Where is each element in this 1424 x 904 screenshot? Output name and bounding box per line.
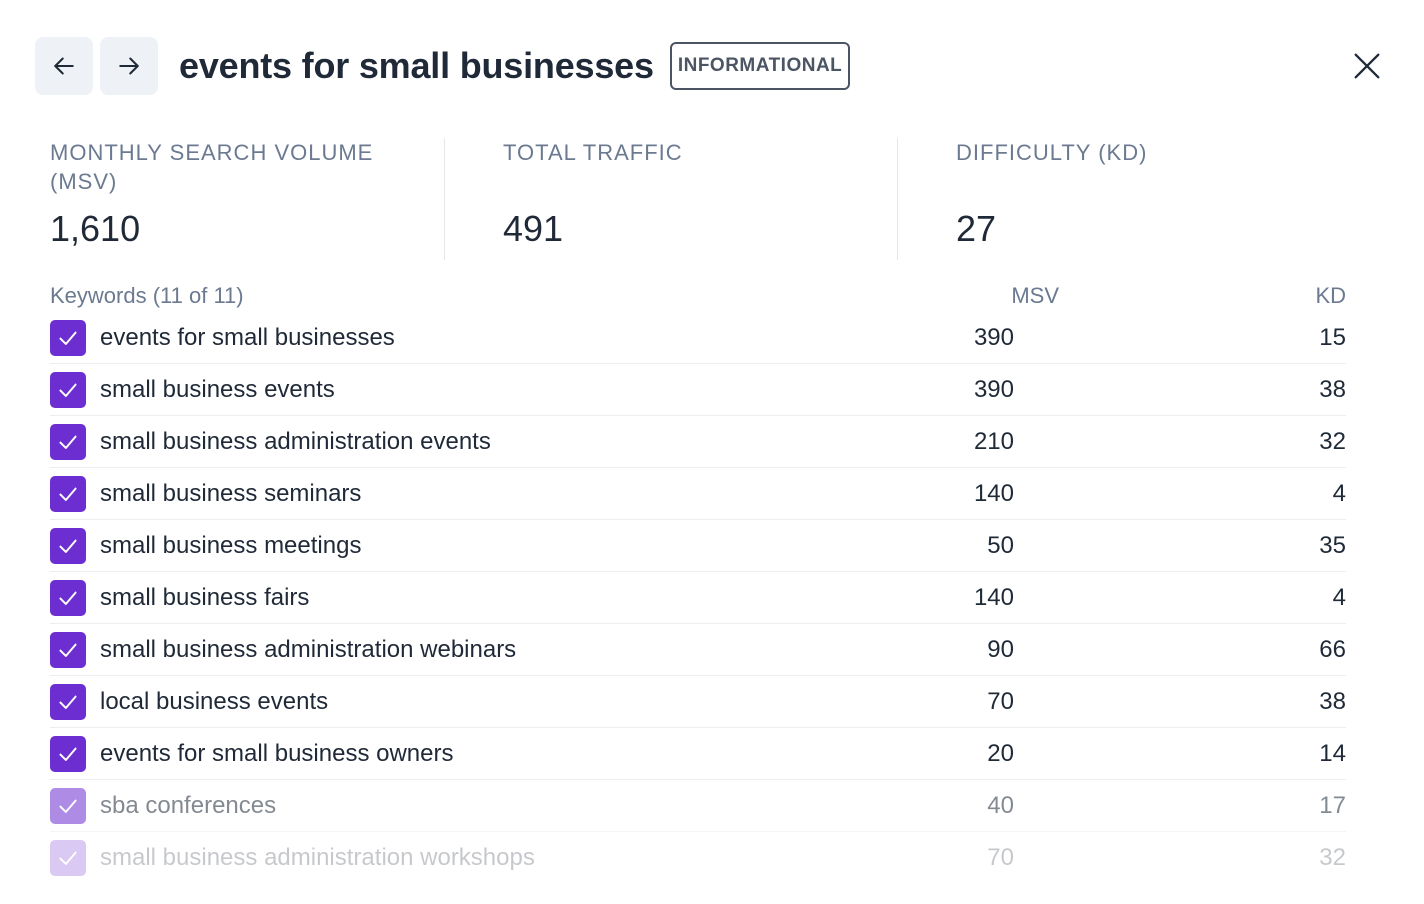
- kd-value: 38: [1319, 375, 1346, 403]
- msv-value: 90: [987, 635, 1014, 663]
- msv-column-header: MSV: [1011, 283, 1059, 308]
- check-icon: [59, 591, 77, 605]
- keyword-checkbox[interactable]: [50, 839, 86, 876]
- msv-value: 390: [973, 375, 1014, 403]
- keyword-checkbox[interactable]: [50, 475, 86, 512]
- check-icon: [59, 487, 77, 501]
- arrow-right-icon: [119, 57, 139, 75]
- table-row: small business meetings 50 35: [50, 520, 1346, 572]
- kd-value: 32: [1319, 427, 1346, 455]
- keyword-text: small business administration webinars: [100, 635, 517, 663]
- check-icon: [59, 799, 77, 813]
- table-row: small business seminars 140 4: [50, 468, 1346, 520]
- check-icon: [59, 539, 77, 553]
- table-row: small business administration workshops 7…: [50, 832, 1346, 883]
- back-button[interactable]: [35, 37, 93, 95]
- kd-value: 14: [1319, 739, 1346, 767]
- kd-column-header: KD: [1315, 283, 1346, 308]
- keyword-checkbox[interactable]: [50, 735, 86, 772]
- metric-label: MONTHLY SEARCH VOLUME (MSV): [50, 140, 374, 194]
- metric-difficulty: DIFFICULTY (KD) 27: [897, 138, 1350, 260]
- table-row: sba conferences 40 17: [50, 780, 1346, 832]
- keyword-checkbox[interactable]: [50, 787, 86, 824]
- table-row: small business fairs 140 4: [50, 572, 1346, 624]
- table-row: small business administration events 210 3…: [50, 416, 1346, 468]
- table-row: small business administration webinars 90…: [50, 624, 1346, 676]
- keyword-checkbox[interactable]: [50, 631, 86, 668]
- msv-value: 390: [973, 323, 1014, 351]
- msv-value: 210: [973, 427, 1014, 455]
- keyword-text: small business seminars: [100, 479, 362, 507]
- msv-value: 50: [987, 531, 1014, 559]
- check-icon: [59, 747, 77, 761]
- check-icon: [59, 643, 77, 657]
- kd-value: 15: [1319, 323, 1346, 351]
- metrics-panel: MONTHLY SEARCH VOLUME (MSV) 1,610 TOTAL …: [50, 138, 1350, 260]
- keyword-text: small business administration workshops: [100, 843, 535, 871]
- keyword-text: small business fairs: [100, 583, 310, 611]
- kd-value: 4: [1332, 583, 1346, 611]
- msv-value: 140: [973, 479, 1014, 507]
- keyword-rows: events for small businesses 390 15 small bu…: [50, 312, 1346, 883]
- kd-value: 17: [1319, 791, 1346, 819]
- forward-button[interactable]: [100, 37, 158, 95]
- table-row: small business events 390 38: [50, 364, 1346, 416]
- check-icon: [59, 695, 77, 709]
- metric-traffic: TOTAL TRAFFIC 491: [444, 138, 897, 260]
- keyword-checkbox[interactable]: [50, 527, 86, 564]
- header: events for small businesses INFORMATIONA…: [35, 37, 1384, 95]
- metric-msv: MONTHLY SEARCH VOLUME (MSV) 1,610: [50, 138, 444, 260]
- intent-badge: INFORMATIONAL: [669, 42, 851, 90]
- metric-value: 27: [956, 208, 997, 249]
- keyword-checkbox[interactable]: [50, 683, 86, 720]
- page-title: events for small businesses: [179, 45, 654, 86]
- keyword-checkbox[interactable]: [50, 579, 86, 616]
- check-icon: [59, 435, 77, 449]
- table-row: events for small businesses 390 15: [50, 312, 1346, 364]
- keyword-checkbox[interactable]: [50, 319, 86, 356]
- keyword-text: small business meetings: [100, 531, 362, 559]
- keywords-heading: Keywords (11 of 11): [50, 283, 244, 308]
- check-icon: [59, 851, 77, 865]
- keyword-checkbox[interactable]: [50, 371, 86, 408]
- metric-label: TOTAL TRAFFIC: [503, 140, 683, 165]
- check-icon: [59, 383, 77, 397]
- kd-value: 38: [1319, 687, 1346, 715]
- msv-value: 140: [973, 583, 1014, 611]
- msv-value: 70: [987, 687, 1014, 715]
- kd-value: 66: [1319, 635, 1346, 663]
- metric-label: DIFFICULTY (KD): [956, 140, 1148, 165]
- keyword-text: small business administration events: [100, 427, 491, 455]
- arrow-left-icon: [54, 57, 74, 75]
- table-row: local business events 70 38: [50, 676, 1346, 728]
- table-row: events for small business owners 20 14: [50, 728, 1346, 780]
- keyword-checkbox[interactable]: [50, 423, 86, 460]
- kd-value: 32: [1319, 843, 1346, 871]
- msv-value: 40: [987, 791, 1014, 819]
- keywords-table: Keywords (11 of 11) MSV KD events for sm…: [50, 280, 1346, 883]
- keyword-text: local business events: [100, 687, 329, 715]
- keyword-text: events for small business owners: [100, 739, 454, 767]
- keyword-text: events for small businesses: [100, 323, 395, 351]
- keyword-text: sba conferences: [100, 791, 277, 819]
- msv-value: 70: [987, 843, 1014, 871]
- check-icon: [59, 331, 77, 345]
- kd-value: 4: [1332, 479, 1346, 507]
- metric-value: 491: [503, 208, 564, 249]
- close-button[interactable]: [1350, 49, 1384, 83]
- kd-value: 35: [1319, 531, 1346, 559]
- keyword-text: small business events: [100, 375, 335, 403]
- table-header: Keywords (11 of 11) MSV KD: [50, 280, 1346, 312]
- msv-value: 20: [987, 739, 1014, 767]
- metric-value: 1,610: [50, 208, 141, 249]
- close-icon: [1354, 53, 1380, 79]
